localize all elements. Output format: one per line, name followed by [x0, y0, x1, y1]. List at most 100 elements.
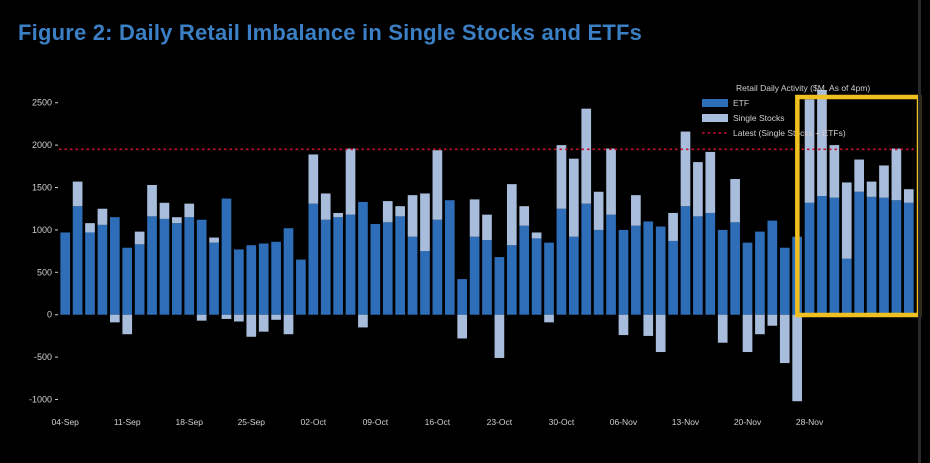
etf-bar: [469, 236, 480, 315]
chart-title: Figure 2: Daily Retail Imbalance in Sing…: [18, 20, 643, 45]
x-tick-label: 28-Nov: [796, 417, 824, 427]
single-stocks-bar: [333, 212, 343, 218]
single-stocks-bar: [618, 314, 629, 336]
single-stocks-bar: [693, 162, 703, 217]
etf-bar: [60, 232, 71, 315]
single-stocks-bar: [643, 314, 654, 336]
etf-bar: [85, 232, 95, 315]
legend-swatch-single-stocks: [702, 114, 728, 122]
etf-bar: [184, 217, 195, 315]
y-tick-label: 0: [47, 310, 52, 320]
single-stocks-bar: [209, 237, 219, 243]
single-stocks-bar: [134, 231, 145, 245]
etf-bar: [606, 214, 616, 315]
single-stocks-bar: [271, 314, 281, 320]
single-stocks-bar: [631, 195, 641, 226]
etf-bar: [891, 200, 902, 315]
x-tick-label: 25-Sep: [238, 417, 266, 427]
single-stocks-bar: [655, 314, 666, 353]
etf-bar: [296, 259, 306, 315]
legend-swatch-etf: [702, 99, 728, 107]
single-stocks-bar: [85, 223, 95, 233]
etf-bar: [159, 218, 170, 315]
etf-bar: [432, 219, 443, 315]
single-stocks-bar: [730, 179, 740, 223]
etf-bar: [841, 258, 852, 315]
etf-bar: [717, 229, 728, 315]
etf-bar: [655, 226, 666, 315]
single-stocks-bar: [308, 154, 319, 204]
single-stocks-bar: [866, 181, 877, 197]
single-stocks-bar: [519, 206, 530, 226]
x-tick-label: 09-Oct: [363, 417, 389, 427]
etf-bar: [382, 222, 393, 315]
single-stocks-bar: [755, 314, 765, 335]
etf-bar: [147, 216, 157, 315]
etf-bar: [506, 245, 517, 315]
etf-bar: [370, 223, 381, 315]
etf-bar: [593, 229, 604, 315]
single-stocks-bar: [345, 148, 356, 215]
etf-bar: [320, 219, 331, 315]
x-tick-label: 20-Nov: [734, 417, 762, 427]
etf-bar: [531, 238, 542, 315]
single-stocks-bar: [432, 150, 443, 220]
single-stocks-bar: [854, 159, 865, 192]
single-stocks-bar: [680, 131, 691, 207]
legend-title: Retail Daily Activity ($M, As of 4pm): [736, 83, 870, 93]
single-stocks-bar: [159, 202, 170, 219]
single-stocks-bar: [147, 184, 157, 217]
etf-bar: [246, 245, 257, 315]
etf-bar: [134, 244, 145, 315]
y-tick-label: 1500: [32, 183, 52, 193]
etf-bar: [643, 221, 654, 315]
single-stocks-bar: [804, 99, 815, 203]
etf-bar: [519, 225, 530, 315]
single-stocks-bar: [767, 314, 778, 326]
etf-bar: [779, 247, 790, 315]
x-tick-label: 11-Sep: [114, 417, 141, 427]
etf-bar: [854, 191, 865, 315]
etf-bar: [234, 249, 244, 315]
single-stocks-bar: [72, 181, 83, 207]
single-stocks-bar: [879, 165, 889, 198]
single-stocks-bar: [742, 314, 753, 353]
etf-bar: [333, 217, 343, 315]
single-stocks-bar: [420, 193, 430, 252]
single-stocks-bar: [407, 195, 418, 237]
etf-bar: [668, 240, 678, 315]
etf-bar: [271, 241, 281, 315]
x-tick-label: 23-Oct: [487, 417, 513, 427]
single-stocks-bar: [184, 203, 195, 218]
etf-bar: [755, 231, 765, 315]
single-stocks-bar: [172, 217, 182, 224]
single-stocks-bar: [668, 212, 678, 241]
single-stocks-bar: [221, 314, 232, 319]
single-stocks-bar: [358, 314, 368, 328]
single-stocks-bar: [246, 314, 257, 337]
etf-bar: [494, 257, 505, 315]
single-stocks-bar: [469, 199, 480, 237]
y-tick-label: 2000: [32, 140, 52, 150]
y-tick-label: -1000: [29, 395, 52, 405]
etf-bar: [730, 222, 740, 315]
single-stocks-bar: [792, 314, 802, 402]
etf-bar: [693, 216, 703, 315]
single-stocks-bar: [494, 314, 505, 358]
x-tick-label: 18-Sep: [176, 417, 204, 427]
etf-bar: [829, 197, 840, 315]
single-stocks-bar: [382, 201, 393, 223]
single-stocks-bar: [506, 184, 517, 246]
single-stocks-bar: [234, 314, 244, 322]
y-tick-label: -500: [34, 352, 52, 362]
etf-bar: [358, 201, 368, 315]
etf-bar: [196, 219, 207, 315]
etf-bar: [109, 217, 120, 315]
etf-bar: [395, 216, 405, 315]
single-stocks-bar: [482, 214, 492, 241]
etf-bar: [903, 202, 914, 315]
etf-bar: [804, 202, 815, 315]
etf-bar: [258, 243, 269, 315]
single-stocks-bar: [97, 208, 108, 225]
